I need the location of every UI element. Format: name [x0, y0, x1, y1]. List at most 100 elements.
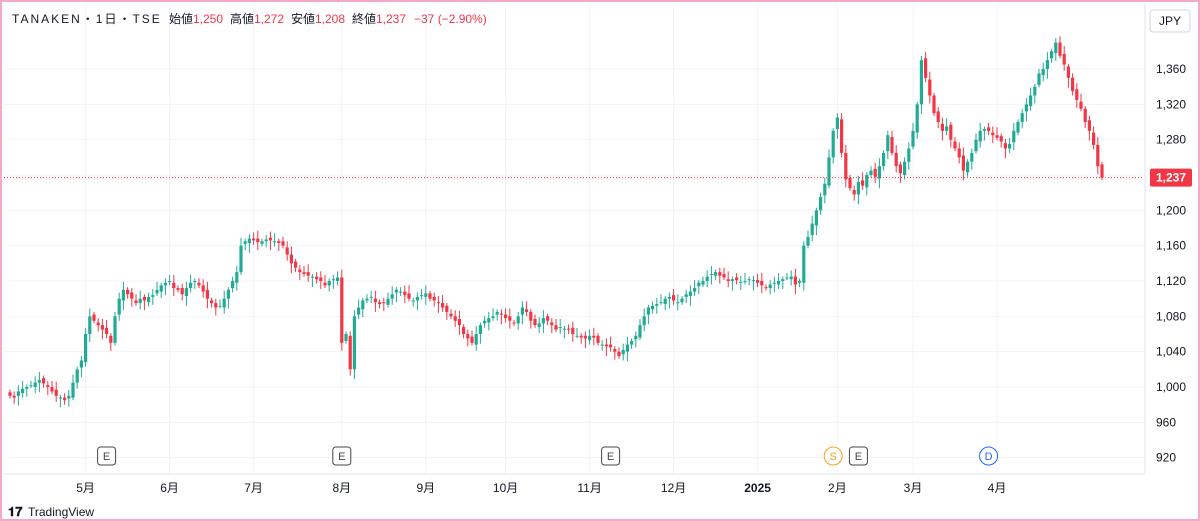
- candle-body: [369, 296, 373, 298]
- candle-body: [470, 336, 474, 343]
- candle-body: [428, 293, 432, 299]
- x-tick-label: 4月: [988, 481, 1007, 495]
- candle-body: [420, 295, 424, 297]
- grid-lines: [4, 4, 1145, 474]
- candle-body: [386, 298, 390, 305]
- candle-body: [575, 335, 579, 337]
- candle-body: [634, 335, 638, 340]
- candle-body: [646, 307, 650, 315]
- low-value: 1,208: [315, 12, 345, 26]
- candle-body: [50, 387, 54, 392]
- candle-body: [680, 298, 684, 303]
- candle-body: [516, 316, 520, 324]
- candle-body: [193, 281, 197, 282]
- candle-body: [46, 385, 50, 387]
- dividend-marker-label: D: [985, 451, 993, 463]
- candle-body: [701, 281, 705, 285]
- candle-body: [466, 334, 470, 339]
- candle-body: [1003, 143, 1007, 149]
- close-value: 1,237: [376, 12, 406, 26]
- candle-body: [264, 239, 268, 242]
- candle-body: [760, 281, 764, 286]
- candle-body: [932, 95, 936, 114]
- candle-body: [936, 111, 940, 122]
- candle-body: [684, 294, 688, 297]
- candle-body: [239, 245, 243, 273]
- earnings-marker-label: E: [607, 451, 614, 463]
- candle-body: [890, 137, 894, 153]
- candle-body: [1024, 104, 1028, 112]
- candle-body: [348, 335, 352, 370]
- tv-logo-icon: 𝟏𝟕: [8, 504, 23, 519]
- candle-body: [159, 285, 163, 292]
- candle-body: [436, 302, 440, 304]
- candle-body: [432, 296, 436, 301]
- candle-body: [256, 238, 260, 243]
- candle-body: [609, 344, 613, 348]
- candle-body: [126, 289, 130, 295]
- candle-body: [667, 296, 671, 299]
- candle-body: [184, 288, 188, 297]
- candle-body: [747, 279, 751, 281]
- candle-body: [382, 302, 386, 304]
- candle-body: [260, 241, 264, 244]
- candle-body: [365, 298, 369, 301]
- last-price-label: 1,237: [1156, 171, 1186, 185]
- candle-body: [33, 382, 37, 387]
- candle-body: [592, 335, 596, 338]
- currency-label: JPY: [1159, 14, 1181, 28]
- tradingview-logo[interactable]: 𝟏𝟕 TradingView: [8, 504, 94, 519]
- candle-body: [357, 307, 361, 315]
- candle-body: [1012, 130, 1016, 143]
- candle-body: [995, 135, 999, 138]
- candle-body: [617, 351, 621, 357]
- candle-body: [247, 238, 251, 244]
- y-tick-label: 1,040: [1156, 345, 1186, 359]
- candle-body: [558, 326, 562, 328]
- candle-body: [289, 254, 293, 264]
- candle-body: [638, 325, 642, 338]
- candles: [8, 36, 1104, 408]
- candle-body: [415, 296, 419, 301]
- candle-body: [21, 388, 25, 394]
- candle-body: [768, 284, 772, 289]
- candle-body: [1083, 108, 1087, 122]
- candle-body: [1100, 164, 1104, 178]
- candle-body: [844, 152, 848, 180]
- candle-body: [848, 177, 852, 189]
- time-axis[interactable]: 5月 6月 7月 8月 9月 10月 11月 12月 2025 2月 3月 4月: [76, 481, 1006, 495]
- candle-body: [142, 296, 146, 301]
- candle-body: [714, 272, 718, 276]
- candle-body: [302, 272, 306, 274]
- x-tick-label: 12月: [661, 481, 686, 495]
- last-price-badge: 1,237: [1150, 168, 1192, 187]
- candle-body: [58, 397, 62, 399]
- candle-body: [957, 148, 961, 158]
- candle-body: [789, 276, 793, 280]
- candle-body: [625, 344, 629, 352]
- open-value: 1,250: [193, 12, 223, 26]
- y-tick-label: 1,320: [1156, 97, 1186, 111]
- high-value: 1,272: [254, 12, 284, 26]
- price-axis[interactable]: 920 960 1,000 1,040 1,080 1,120 1,160 1,200 1,28…: [1156, 62, 1186, 465]
- candlestick-chart[interactable]: TANAKEN・1日・TSE 始値 1,250 高値 1,272 安値 1,20…: [4, 4, 1200, 521]
- candle-body: [499, 313, 503, 315]
- y-tick-label: 1,200: [1156, 203, 1186, 217]
- candle-body: [16, 391, 20, 396]
- candle-body: [705, 276, 709, 281]
- candle-body: [462, 326, 466, 334]
- candle-body: [911, 130, 915, 147]
- candle-body: [512, 322, 516, 324]
- candle-body: [100, 325, 104, 330]
- candle-body: [1071, 77, 1075, 92]
- candle-body: [886, 135, 890, 152]
- candle-body: [730, 279, 734, 281]
- candle-body: [361, 300, 365, 310]
- currency-box[interactable]: [1149, 9, 1191, 33]
- candle-body: [277, 241, 281, 244]
- candle-body: [147, 296, 151, 303]
- candle-body: [411, 300, 415, 302]
- y-tick-label: 1,360: [1156, 62, 1186, 76]
